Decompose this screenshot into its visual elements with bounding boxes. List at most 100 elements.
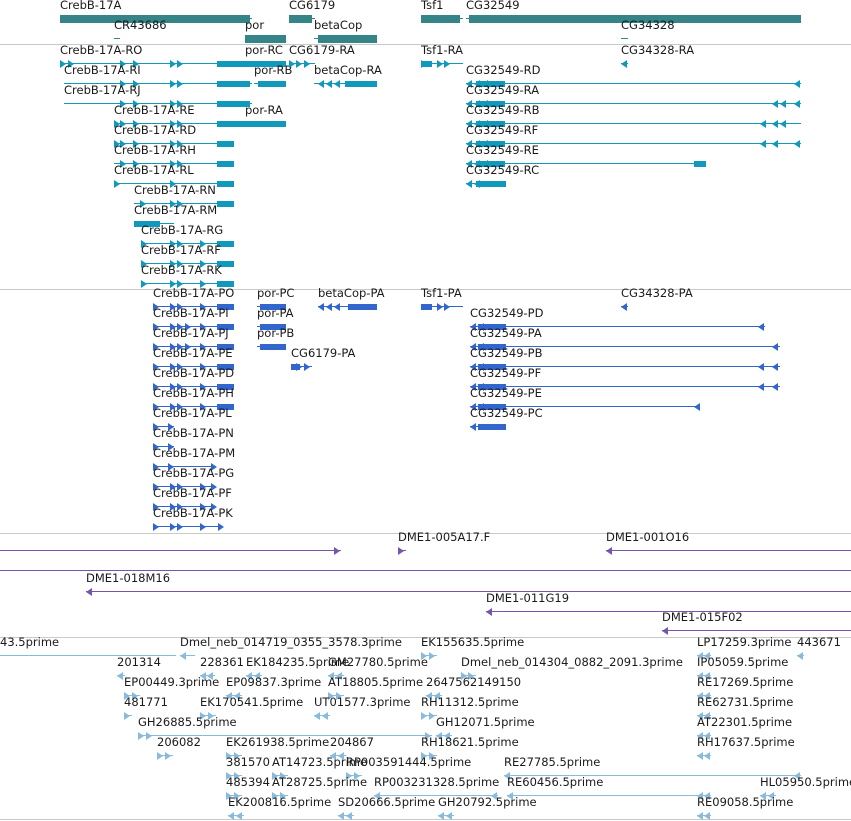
- feature-ests-rh17637-5prime[interactable]: [697, 751, 711, 761]
- feature-proteins-por-pc[interactable]: [257, 302, 286, 312]
- feature-transcripts-crebb-17a-rm[interactable]: [134, 219, 174, 229]
- feature-ests-re60456-5prime[interactable]: [507, 791, 711, 801]
- feature-transcripts-crebb-17a-rh[interactable]: [114, 159, 234, 169]
- feature-transcripts-cg32549-rd[interactable]: [466, 79, 801, 89]
- feature-label[interactable]: GM27780.5prime: [328, 655, 428, 669]
- feature-label[interactable]: CrebB-17A-RJ: [64, 83, 141, 97]
- feature-ests-lp17259-3prime[interactable]: [697, 651, 711, 661]
- feature-ests-ip05059-5prime[interactable]: [697, 671, 711, 681]
- feature-transcripts-cg32549-rf[interactable]: [466, 139, 801, 149]
- feature-label[interactable]: 201314: [117, 655, 161, 669]
- feature-label[interactable]: CrebB-17A-RK: [141, 263, 222, 277]
- feature-label[interactable]: CG32549-RF: [466, 123, 539, 137]
- feature-label[interactable]: CG32549-PB: [470, 346, 543, 360]
- feature-transcripts-cg32549-rb[interactable]: [466, 119, 801, 129]
- feature-ests-dmel-neb-014304-0882-2091-3prime[interactable]: [461, 671, 476, 681]
- feature-transcripts-crebb-17a-rj[interactable]: [64, 99, 252, 109]
- feature-label[interactable]: GH12071.5prime: [436, 715, 535, 729]
- feature-proteins-crebb-17a-pe[interactable]: [153, 362, 234, 372]
- feature-label[interactable]: CG32549-RA: [466, 83, 540, 97]
- feature-label[interactable]: CG32549-RC: [466, 163, 540, 177]
- feature-proteins-crebb-17a-pi[interactable]: [153, 322, 234, 332]
- feature-ests-ek200816-5prime[interactable]: [228, 811, 244, 821]
- feature-proteins-crebb-17a-po[interactable]: [153, 302, 234, 312]
- feature-label[interactable]: 206082: [157, 735, 201, 749]
- feature-label[interactable]: por-RA: [245, 103, 283, 117]
- feature-label[interactable]: CrebB-17A-PG: [153, 466, 235, 480]
- feature-proteins-por-pb[interactable]: [257, 342, 286, 352]
- feature-label[interactable]: CG34328-RA: [621, 43, 695, 57]
- feature-label[interactable]: RE17269.5prime: [697, 675, 794, 689]
- feature-transcripts-por-rb[interactable]: [254, 79, 286, 89]
- feature-label[interactable]: AT14723.5prime: [272, 755, 368, 769]
- feature-transcripts-crebb-17a-rf[interactable]: [141, 259, 234, 269]
- feature-ests-at14723-5prime[interactable]: [272, 771, 288, 781]
- feature-label[interactable]: por-PA: [257, 306, 294, 320]
- feature-genes-tsf1[interactable]: [421, 14, 463, 24]
- feature-label[interactable]: 481771: [124, 695, 168, 709]
- feature-label[interactable]: AT28725.5prime: [272, 775, 368, 789]
- feature-label[interactable]: CrebB-17A-RH: [114, 143, 196, 157]
- feature-label[interactable]: GH20792.5prime: [438, 795, 537, 809]
- feature-ests-43-5prime[interactable]: [0, 651, 176, 661]
- feature-label[interactable]: CG32549-PA: [470, 326, 542, 340]
- feature-label[interactable]: CG32549-PE: [470, 386, 542, 400]
- feature-label[interactable]: Tsf1-PA: [421, 286, 462, 300]
- feature-transcripts-crebb-17a-re[interactable]: [114, 119, 252, 129]
- feature-label[interactable]: HL05950.5prime: [760, 775, 851, 789]
- feature-label[interactable]: UT01577.3prime: [314, 695, 411, 709]
- feature-label[interactable]: RP003231328.5prime: [374, 775, 500, 789]
- feature-clones-dme1-018m16[interactable]: [86, 587, 851, 597]
- feature-ests-at28725-5prime[interactable]: [272, 791, 288, 801]
- feature-label[interactable]: CG32549-RB: [466, 103, 540, 117]
- feature-label[interactable]: por-PC: [257, 286, 295, 300]
- feature-label[interactable]: CG32549-PF: [470, 366, 542, 380]
- feature-proteins-cg32549-pc[interactable]: [470, 422, 506, 432]
- feature-label[interactable]: CrebB-17A-PD: [153, 366, 235, 380]
- feature-label[interactable]: RE09058.5prime: [697, 795, 794, 809]
- feature-ests-ek261938-5prime[interactable]: [226, 751, 242, 761]
- feature-ests-rp003231328-5prime[interactable]: [374, 791, 498, 801]
- feature-ests-ek170541-5prime[interactable]: [200, 711, 216, 721]
- feature-proteins-cg32549-pf[interactable]: [470, 382, 780, 392]
- feature-label[interactable]: 2647562149150: [426, 675, 522, 689]
- feature-label[interactable]: CG6179-RA: [289, 43, 355, 57]
- feature-ests-at22301-5prime[interactable]: [697, 731, 711, 741]
- feature-label[interactable]: EK261938.5prime: [226, 735, 330, 749]
- feature-label[interactable]: CrebB-17A-RG: [141, 223, 224, 237]
- feature-ests-re62731-5prime[interactable]: [697, 711, 711, 721]
- feature-transcripts-crebb-17a-rn[interactable]: [134, 199, 234, 209]
- feature-ests-re09058-5prime[interactable]: [697, 811, 711, 821]
- feature-proteins-crebb-17a-pf[interactable]: [153, 502, 217, 512]
- feature-transcripts-cg32549-ra[interactable]: [466, 99, 801, 109]
- feature-label[interactable]: CG6179: [289, 0, 336, 12]
- feature-proteins-crebb-17a-pn[interactable]: [153, 442, 174, 452]
- feature-proteins-crebb-17a-pj[interactable]: [153, 342, 234, 352]
- feature-label[interactable]: CrebB-17A-PI: [153, 306, 229, 320]
- feature-transcripts-crebb-17a-rd[interactable]: [114, 139, 234, 149]
- feature-label[interactable]: 381570: [226, 755, 270, 769]
- feature-ests-206082[interactable]: [157, 751, 173, 761]
- feature-label[interactable]: CrebB-17A-PN: [153, 426, 234, 440]
- feature-label[interactable]: betaCop: [314, 18, 363, 32]
- feature-clones-dme1-011g19[interactable]: [486, 607, 851, 617]
- feature-label[interactable]: betaCop-PA: [318, 286, 385, 300]
- feature-label[interactable]: RE60456.5prime: [507, 775, 604, 789]
- feature-label[interactable]: RH18621.5prime: [421, 735, 519, 749]
- feature-ests-rh18621-5prime[interactable]: [421, 751, 437, 761]
- feature-transcripts-cg32549-re[interactable]: [466, 159, 706, 169]
- feature-proteins-crebb-17a-pk[interactable]: [153, 522, 224, 532]
- feature-label[interactable]: RP003591444.5prime: [346, 755, 472, 769]
- feature-proteins-cg32549-pb[interactable]: [470, 362, 780, 372]
- feature-ests-2647562149150[interactable]: [426, 691, 442, 701]
- feature-label[interactable]: 443671: [797, 635, 841, 649]
- feature-label[interactable]: EK155635.5prime: [421, 635, 525, 649]
- feature-ests-ek155635-5prime[interactable]: [421, 651, 437, 661]
- feature-label[interactable]: CrebB-17A-RD: [114, 123, 197, 137]
- feature-label[interactable]: CG34328-PA: [621, 286, 693, 300]
- feature-label[interactable]: DME1-015F02: [662, 610, 743, 624]
- feature-proteins-crebb-17a-pm[interactable]: [153, 462, 217, 472]
- feature-genes-cr43686[interactable]: [114, 34, 120, 44]
- feature-genes-cg6179[interactable]: [289, 14, 315, 24]
- feature-ests-hl05950-5prime[interactable]: [760, 791, 776, 801]
